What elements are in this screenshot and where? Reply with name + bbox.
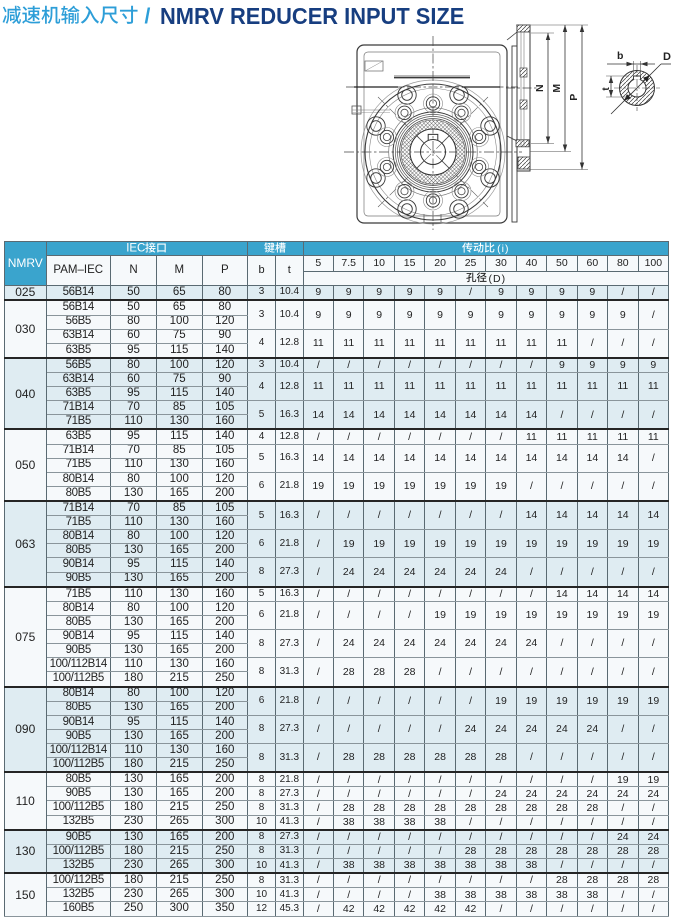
svg-text:D: D — [663, 51, 671, 63]
svg-text:N: N — [534, 84, 546, 92]
svg-text:P: P — [568, 94, 580, 101]
svg-text:t: t — [601, 87, 612, 91]
svg-text:b: b — [617, 50, 623, 62]
svg-text:M: M — [551, 84, 563, 93]
